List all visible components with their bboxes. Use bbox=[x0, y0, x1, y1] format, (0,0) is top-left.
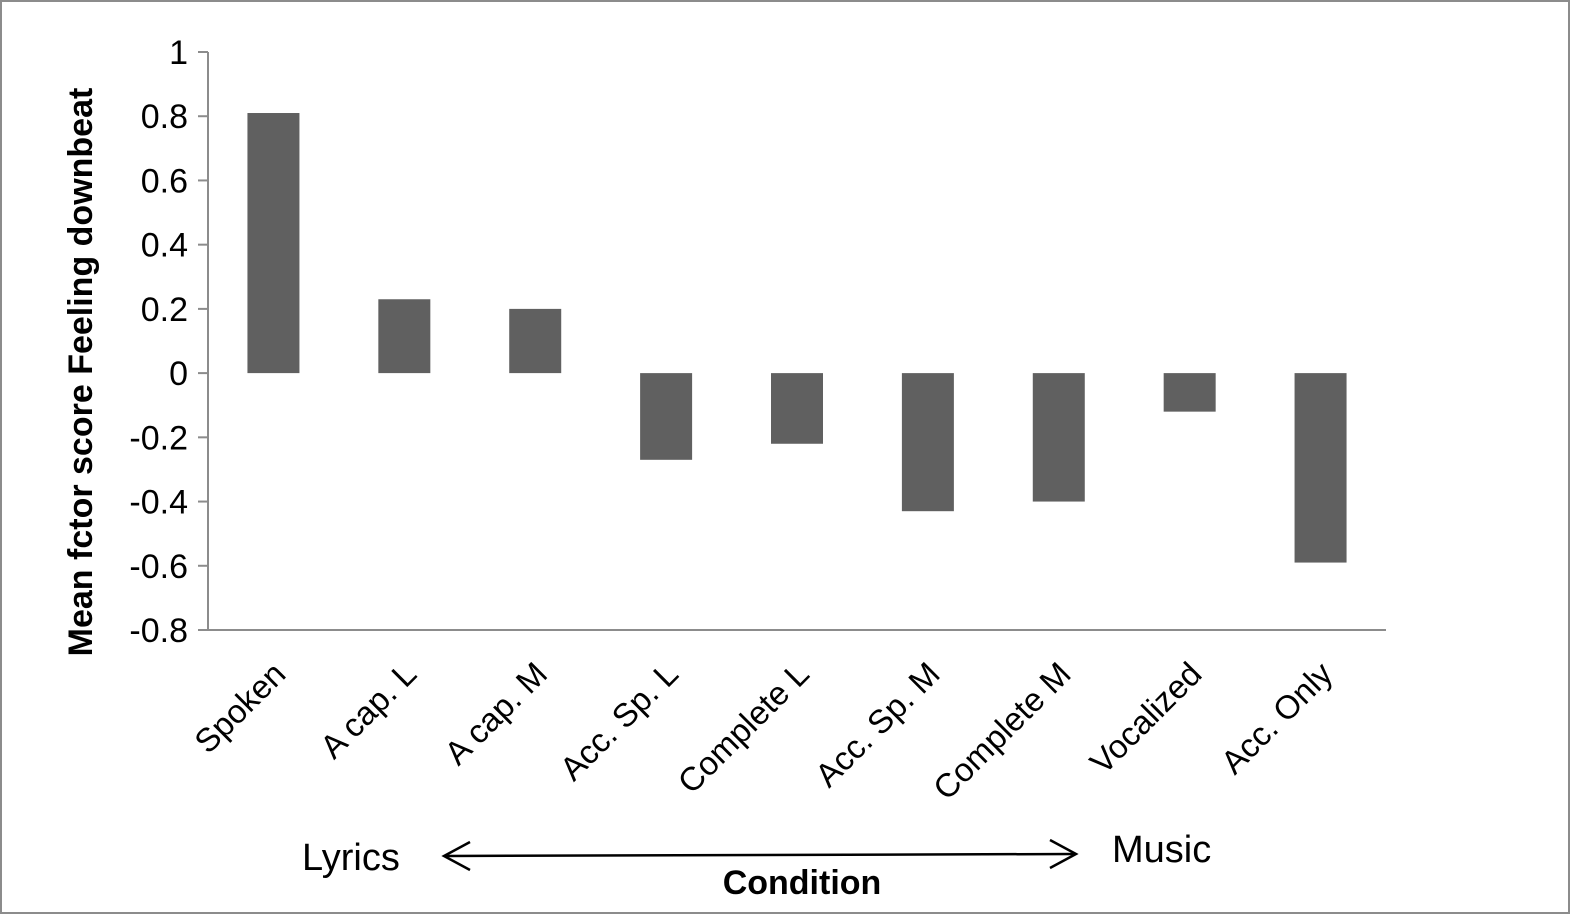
x-axis-title: Condition bbox=[723, 864, 882, 902]
y-tick-label: 0 bbox=[169, 355, 188, 393]
x-tick-label: Acc. Sp. M bbox=[808, 655, 947, 794]
condition-arrow bbox=[441, 838, 1079, 872]
x-tick-label: Complete L bbox=[670, 655, 815, 800]
y-tick-label: -0.2 bbox=[129, 419, 188, 457]
bar-spoken bbox=[247, 113, 300, 374]
x-tick-label: A cap. L bbox=[313, 655, 423, 765]
y-tick-label: -0.4 bbox=[129, 484, 188, 522]
y-axis: 1 0.8 0.6 0.4 0.2 0 -0.2 -0.4 -0.6 -0.8 bbox=[129, 34, 209, 650]
bars-group bbox=[247, 113, 1347, 563]
bar-a-cap-l bbox=[378, 299, 431, 374]
y-tick-label: -0.6 bbox=[129, 548, 188, 586]
x-tick-label: Vocalized bbox=[1083, 655, 1209, 781]
y-tick-label: -0.8 bbox=[129, 612, 188, 650]
x-tick-label: Complete M bbox=[926, 655, 1078, 807]
bar-acc-sp-l bbox=[640, 373, 693, 460]
bar-complete-l bbox=[771, 373, 823, 444]
y-tick-label: 0.2 bbox=[141, 291, 188, 329]
bar-a-cap-m bbox=[509, 308, 562, 374]
y-axis-title: Mean fctor score Feeling downbeat bbox=[62, 88, 100, 657]
bar-vocalized bbox=[1163, 373, 1216, 412]
y-tick-label: 1 bbox=[169, 34, 188, 72]
x-tick-label: A cap. M bbox=[437, 655, 554, 772]
x-tick-label: Spoken bbox=[187, 655, 292, 760]
lyrics-label: Lyrics bbox=[302, 837, 400, 879]
y-tick-label: 0.4 bbox=[141, 227, 188, 265]
bar-acc-only bbox=[1294, 373, 1347, 563]
bar-acc-sp-m bbox=[901, 373, 954, 512]
y-tick-label: 0.6 bbox=[141, 162, 188, 200]
music-label: Music bbox=[1112, 829, 1211, 871]
bar-complete-m bbox=[1032, 373, 1085, 502]
y-tick-label: 0.8 bbox=[141, 98, 188, 136]
x-tick-label: Acc. Only bbox=[1213, 654, 1339, 780]
x-tick-label: Acc. Sp. L bbox=[553, 655, 686, 788]
